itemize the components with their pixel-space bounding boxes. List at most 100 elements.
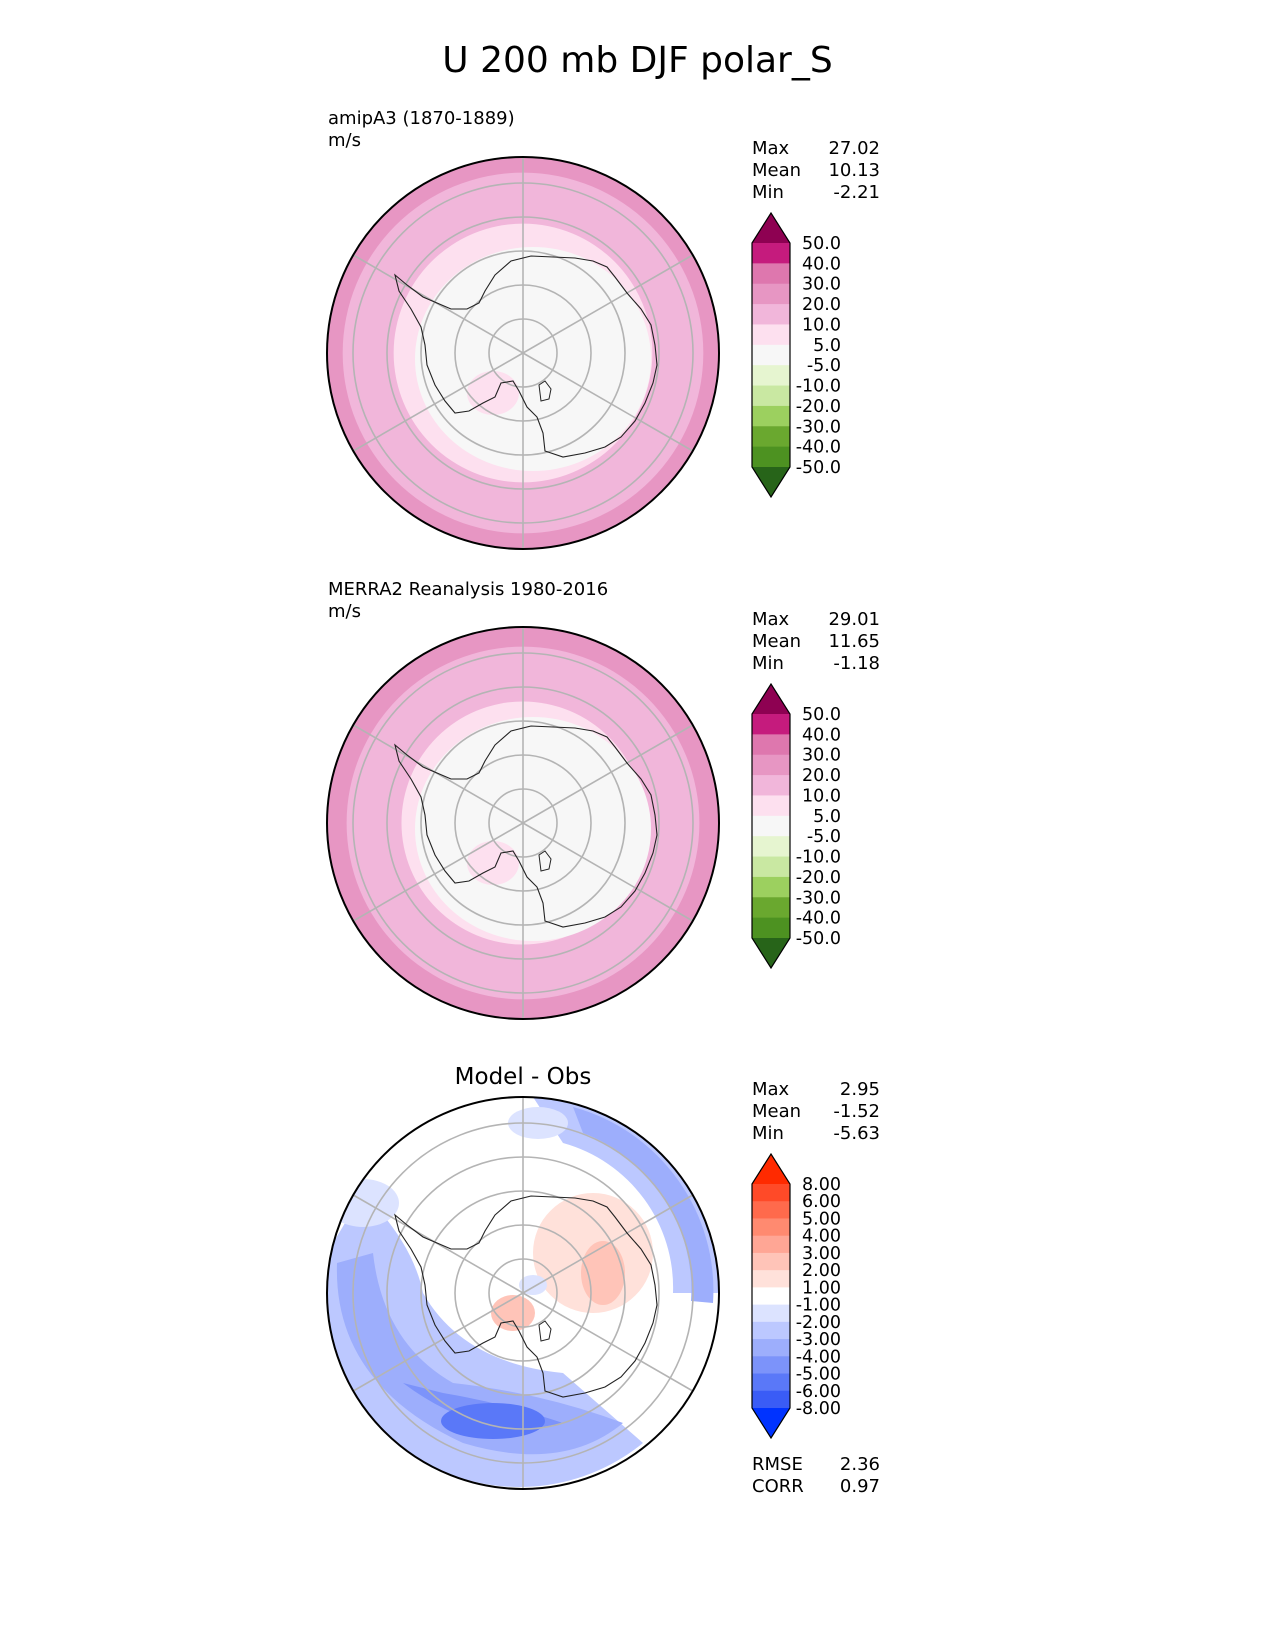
colorbar-tick-label: -10.0 <box>796 377 841 397</box>
meridian-line <box>522 352 694 452</box>
stat-min-label: Min <box>752 653 784 674</box>
meridian-line <box>522 254 694 354</box>
colorbar-tick-label: 5.0 <box>813 807 841 827</box>
colorbar-swatch <box>752 1184 790 1202</box>
colorbar-swatch <box>752 734 790 756</box>
colorbar-swatch <box>752 1287 790 1306</box>
panel-test-units: m/s <box>328 130 361 151</box>
island-outline <box>538 1320 552 1342</box>
colorbar-tick-label: -10.0 <box>796 848 841 868</box>
colorbar-swatch <box>752 856 790 878</box>
colorbar-outline <box>751 682 791 970</box>
stat-mean-label: Mean <box>752 160 802 181</box>
colorbar-swatch <box>752 1218 790 1237</box>
stat-mean-label: Mean <box>752 631 802 652</box>
contour-band <box>491 1295 535 1331</box>
colorbar-tick-label: -2.00 <box>796 1313 841 1333</box>
panel-reference-label: MERRA2 Reanalysis 1980-2016 <box>328 579 609 600</box>
colorbar-swatch <box>752 836 790 858</box>
colorbar-tick-label: 40.0 <box>802 254 841 274</box>
stat-min-value: -2.21 <box>833 182 880 203</box>
polar-map-test <box>326 156 720 550</box>
stat-max-label: Max <box>752 1079 790 1100</box>
colorbar-tick-label: 30.0 <box>802 275 841 295</box>
meridian-line <box>522 822 694 922</box>
contour-band <box>573 1107 714 1303</box>
stat-max-label: Max <box>752 138 790 159</box>
colorbar-swatch <box>752 1235 790 1254</box>
colorbar-tick-label: -5.00 <box>796 1365 841 1385</box>
colorbar-tick-label: -1.00 <box>796 1296 841 1316</box>
colorbar-tick-label: 4.00 <box>802 1227 841 1247</box>
colorbar-extension-top <box>752 213 790 243</box>
colorbar-swatch <box>752 775 790 796</box>
colorbar-tick-label: -30.0 <box>796 417 841 437</box>
colorbar-swatch <box>752 1304 790 1323</box>
colorbar-swatch <box>752 446 790 468</box>
antarctica-coastline <box>394 1195 658 1398</box>
colorbar-swatch <box>752 1390 790 1409</box>
colorbar-tick-label: 3.00 <box>802 1244 841 1264</box>
antarctica-coastline <box>394 255 658 458</box>
map-boundary <box>326 1096 720 1490</box>
colorbar-swatch <box>752 283 790 305</box>
colorbar-extension-bottom <box>752 467 790 497</box>
contour-band <box>467 371 519 415</box>
stat-max-value: 2.95 <box>839 1079 880 1100</box>
stat-min-label: Min <box>752 1123 784 1144</box>
colorbar-extension-bottom <box>752 938 790 968</box>
island-outline <box>538 380 552 402</box>
colorbar-tick-label: 40.0 <box>802 725 841 745</box>
colorbar-swatch <box>752 876 790 898</box>
colorbar-tick-label: -40.0 <box>796 909 841 929</box>
meridian-line <box>352 1292 524 1392</box>
panel-diff-stats: Max 2.95 Mean -1.52 Min -5.63 <box>752 1079 880 1145</box>
colorbar-swatch <box>752 1321 790 1340</box>
polar-map-diff <box>326 1096 720 1490</box>
colorbar-swatch <box>752 263 790 285</box>
colorbar-tick-label: -20.0 <box>796 868 841 888</box>
contour-band <box>327 1179 399 1227</box>
map-boundary <box>326 156 720 550</box>
metric-corr-label: CORR <box>752 1476 804 1497</box>
colorbar-tick-label: 30.0 <box>802 746 841 766</box>
map-gridlines <box>352 1097 694 1489</box>
stat-max-label: Max <box>752 609 790 630</box>
stat-max-value: 29.01 <box>828 609 880 630</box>
map-gridlines <box>352 157 694 549</box>
colorbar-swatch <box>752 815 790 837</box>
colorbar-tick-label: -5.0 <box>807 356 841 376</box>
meridian-line <box>352 822 524 922</box>
meridian-line <box>522 724 694 824</box>
colorbar-outline <box>751 1152 791 1440</box>
colorbar-swatch <box>752 365 790 387</box>
colorbar-swatch <box>752 1356 790 1375</box>
colorbar-swatch <box>752 405 790 427</box>
colorbar-tick-label: 6.00 <box>802 1192 841 1212</box>
colorbar-tick-label: 20.0 <box>802 295 841 315</box>
colorbar-reference: 50.040.030.020.010.05.0-5.0-10.0-20.0-30… <box>751 682 841 970</box>
colorbar-swatch <box>752 385 790 407</box>
stat-mean-value: 11.65 <box>828 631 880 652</box>
colorbar-tick-label: 1.00 <box>802 1278 841 1298</box>
panel-diff-metrics: RMSE 2.36 CORR 0.97 <box>752 1454 880 1498</box>
contour-band <box>519 1275 547 1295</box>
colorbar-tick-label: 10.0 <box>802 786 841 806</box>
meridian-line <box>522 1194 694 1294</box>
colorbar-tick-label: 50.0 <box>802 705 841 725</box>
panel-test-stats: Max 27.02 Mean 10.13 Min -2.21 <box>752 138 880 204</box>
metric-rmse-value: 2.36 <box>839 1454 880 1475</box>
metric-corr-value: 0.97 <box>839 1476 880 1497</box>
stat-mean-label: Mean <box>752 1101 802 1122</box>
polar-map-reference <box>326 626 720 1020</box>
panel-test-label: amipA3 (1870-1889) <box>328 108 515 129</box>
contour-band <box>533 1097 719 1293</box>
colorbar-swatch <box>752 426 790 448</box>
colorbar-tick-label: 8.00 <box>802 1175 841 1195</box>
stat-min-value: -1.18 <box>833 653 880 674</box>
contour-band <box>441 1403 545 1439</box>
colorbar-tick-label: 2.00 <box>802 1261 841 1281</box>
colorbar-diff: 8.006.005.004.003.002.001.00-1.00-2.00-3… <box>751 1152 841 1440</box>
colorbar-swatch <box>752 1339 790 1357</box>
meridian-line <box>522 1292 694 1392</box>
